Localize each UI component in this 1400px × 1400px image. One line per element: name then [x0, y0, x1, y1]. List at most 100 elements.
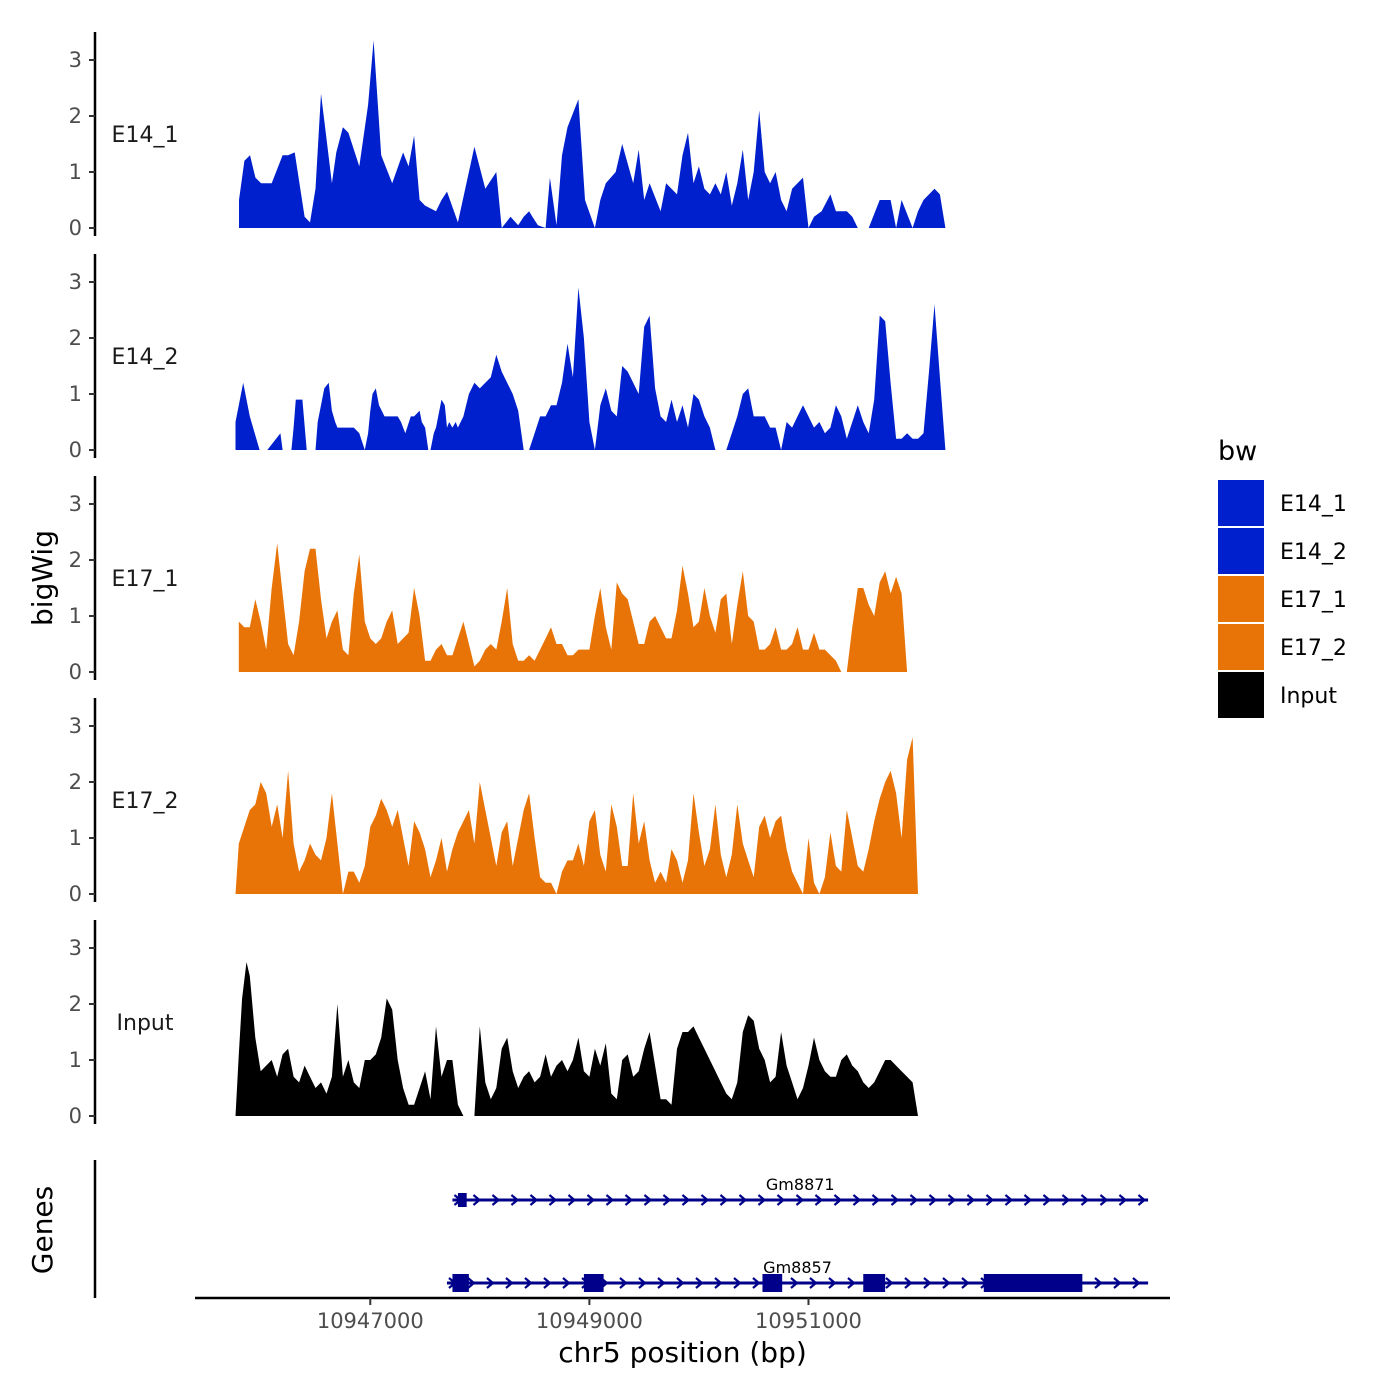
signal-area [803, 838, 820, 894]
track-input: 0 1 2 3 Input [69, 920, 918, 1128]
x-axis: chr5 position (bp) 10947000 10949000 10951… [195, 1296, 1170, 1369]
legend-key-e14-2 [1218, 528, 1264, 574]
strand-arrow [942, 1277, 951, 1289]
signal-area [291, 399, 307, 450]
signal-tracks: 0 1 2 3 E14_1 0 1 2 3 E14_2 0 1 2 3 E17_1 0 1 2 3 E17_2 0 1 2 3… [69, 32, 946, 1128]
strand-arrow [562, 1277, 571, 1289]
strand-arrow [643, 1194, 653, 1206]
y-tick-label: 0 [69, 1104, 82, 1128]
exon [583, 1274, 604, 1292]
signal-area [808, 194, 858, 228]
exon [457, 1193, 467, 1207]
strand-arrow [1113, 1277, 1122, 1289]
signal-area [556, 793, 803, 894]
track-label: E14_2 [112, 345, 179, 370]
exon [863, 1274, 886, 1292]
y-tick-label: 1 [69, 826, 82, 850]
strand-arrow [548, 1194, 558, 1206]
signal-area [868, 200, 897, 228]
y-tick-label: 2 [69, 770, 82, 794]
strand-arrow [752, 1277, 761, 1289]
strand-arrow [676, 1277, 685, 1289]
strand-arrow [1061, 1194, 1071, 1206]
strand-arrow [491, 1194, 501, 1206]
y-tick-label: 0 [69, 882, 82, 906]
exon [452, 1274, 469, 1292]
signal-area [235, 770, 343, 894]
strand-arrow [524, 1277, 533, 1289]
legend-label: E14_2 [1280, 540, 1347, 565]
strand-arrow [852, 1194, 862, 1206]
strand-arrow [695, 1277, 704, 1289]
signal-area [474, 1015, 918, 1116]
y-tick-label: 0 [69, 660, 82, 684]
strand-arrow [605, 1194, 615, 1206]
y-axis-title: bigWig [26, 530, 59, 626]
y-tick-label: 1 [69, 382, 82, 406]
gene-gm8857: Gm8857 [446, 1258, 1149, 1292]
track-e14-1: 0 1 2 3 E14_1 [69, 32, 946, 240]
signal-area [235, 382, 260, 450]
strand-arrow [1080, 1194, 1090, 1206]
signal-area [781, 304, 946, 450]
signal-area [594, 110, 809, 228]
strand-arrow [586, 1194, 596, 1206]
strand-arrow [847, 1277, 856, 1289]
legend-label: E17_1 [1280, 588, 1347, 613]
strand-arrow [795, 1194, 805, 1206]
strand-arrow [738, 1194, 748, 1206]
x-axis-title: chr5 position (bp) [558, 1336, 807, 1369]
exon [762, 1274, 783, 1292]
strand-arrow [1004, 1194, 1014, 1206]
strand-arrow [567, 1194, 577, 1206]
legend: bw E14_1 E14_2 E17_1 E17_2 Input [1218, 436, 1347, 718]
strand-arrow [1094, 1277, 1103, 1289]
legend-label: Input [1280, 684, 1337, 709]
legend-key-e17-2 [1218, 624, 1264, 670]
track-e17-1: 0 1 2 3 E17_1 [69, 476, 908, 684]
legend-key-e17-1 [1218, 576, 1264, 622]
gene-name-label: Gm8871 [766, 1175, 835, 1194]
track-e17-2: 0 1 2 3 E17_2 [69, 698, 918, 906]
x-tick-label: 10951000 [755, 1309, 862, 1333]
strand-arrow [1042, 1194, 1052, 1206]
y-tick-label: 0 [69, 438, 82, 462]
strand-arrow [985, 1194, 995, 1206]
signal-area [529, 287, 595, 450]
strand-arrow [700, 1194, 710, 1206]
signal-area [238, 543, 842, 672]
legend-key-input [1218, 672, 1264, 718]
strand-arrow [928, 1194, 938, 1206]
legend-key-e14-1 [1218, 480, 1264, 526]
y-tick-label: 1 [69, 1048, 82, 1072]
strand-arrow [790, 1277, 799, 1289]
strand-arrow [1132, 1277, 1141, 1289]
strand-arrow [619, 1277, 628, 1289]
track-label: E17_1 [112, 567, 179, 592]
strand-arrow [966, 1194, 976, 1206]
strand-arrow [809, 1277, 818, 1289]
strand-arrow [472, 1194, 482, 1206]
strand-arrow [624, 1194, 634, 1206]
signal-area [726, 388, 782, 450]
strand-arrow [714, 1277, 723, 1289]
exon [983, 1274, 1083, 1292]
signal-area [545, 99, 595, 228]
signal-area [594, 315, 716, 450]
strand-arrow [1118, 1194, 1128, 1206]
legend-label: E14_1 [1280, 492, 1347, 517]
signal-area [819, 737, 918, 894]
strand-arrow [961, 1277, 970, 1289]
track-label: Input [117, 1011, 174, 1036]
strand-arrow [909, 1194, 919, 1206]
signal-area [239, 40, 502, 229]
legend-title: bw [1218, 436, 1257, 467]
strand-arrow [467, 1277, 476, 1289]
strand-arrow [486, 1277, 495, 1289]
signal-area [342, 782, 557, 894]
y-tick-label: 3 [69, 270, 82, 294]
y-tick-label: 2 [69, 326, 82, 350]
track-label: E17_2 [112, 789, 179, 814]
strand-arrow [719, 1194, 729, 1206]
gene-gm8871: Gm8871 [452, 1175, 1149, 1207]
